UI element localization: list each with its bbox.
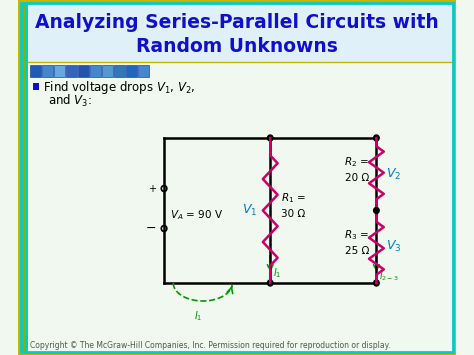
Bar <box>78 65 89 77</box>
Bar <box>18 0 26 355</box>
Bar <box>18 0 456 62</box>
Text: $V_A$ = 90 V: $V_A$ = 90 V <box>170 209 223 222</box>
Text: and $V_3$:: and $V_3$: <box>48 93 92 109</box>
Text: −: − <box>145 222 156 235</box>
Text: $I_1$: $I_1$ <box>194 309 202 323</box>
Bar <box>126 65 137 77</box>
Bar <box>66 65 77 77</box>
Text: $V_3$: $V_3$ <box>386 239 401 254</box>
Bar <box>90 65 101 77</box>
Text: +: + <box>148 184 156 193</box>
Circle shape <box>267 280 273 286</box>
Circle shape <box>374 280 379 286</box>
Bar <box>102 65 113 77</box>
Text: Copyright © The McGraw-Hill Companies, Inc. Permission required for reproduction: Copyright © The McGraw-Hill Companies, I… <box>30 341 391 350</box>
Circle shape <box>267 135 273 141</box>
Text: $V_1$: $V_1$ <box>242 203 257 218</box>
Text: $I_1$: $I_1$ <box>273 266 282 280</box>
Text: $R_3$ =
25 Ω: $R_3$ = 25 Ω <box>344 228 369 256</box>
Text: $I_{2-3}$: $I_{2-3}$ <box>379 271 399 283</box>
Bar <box>30 65 41 77</box>
Circle shape <box>374 208 379 213</box>
Bar <box>42 65 53 77</box>
Text: Analyzing Series-Parallel Circuits with: Analyzing Series-Parallel Circuits with <box>35 12 439 32</box>
Bar <box>138 65 149 77</box>
Text: Find voltage drops $V_1$, $V_2$,: Find voltage drops $V_1$, $V_2$, <box>43 78 196 95</box>
Bar <box>114 65 125 77</box>
Text: $V_2$: $V_2$ <box>386 167 401 182</box>
Bar <box>26 0 28 355</box>
Bar <box>33 83 39 90</box>
Bar <box>54 65 65 77</box>
Text: $R_1$ =
30 Ω: $R_1$ = 30 Ω <box>281 192 306 219</box>
Text: Random Unknowns: Random Unknowns <box>136 37 338 55</box>
Circle shape <box>374 135 379 141</box>
Text: $R_2$ =
20 Ω: $R_2$ = 20 Ω <box>344 155 369 183</box>
